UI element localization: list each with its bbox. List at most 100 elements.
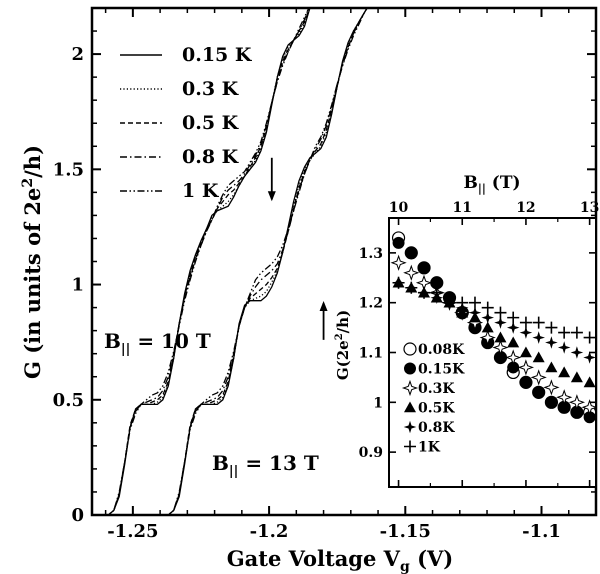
inset-point-0p5K: [481, 321, 494, 333]
main-y-axis-label: G (in units of 2e2/h): [20, 145, 45, 379]
inset-point-0p8K: [532, 331, 545, 344]
inset-x-tick-label: 11: [453, 200, 472, 216]
inset-point-1K: [468, 296, 481, 309]
inset-point-0p8K: [545, 336, 558, 349]
inset-point-1K: [418, 286, 431, 299]
curve-13T-1K: [160, 8, 368, 515]
inset-point-1K: [405, 281, 418, 294]
inset-x-axis-label: B|| (T): [463, 173, 520, 195]
inset-point-0p15K: [570, 406, 583, 419]
curve-10T-0p15K: [100, 8, 311, 515]
inset-point-0p3K: [581, 399, 596, 416]
inset-y-tick-label: 1.3: [359, 246, 383, 262]
inset-legend-label: 1K: [418, 440, 441, 456]
main-arrows: [267, 157, 328, 340]
inset-point-0p8K: [570, 346, 584, 359]
inset-point-0p5K: [519, 346, 532, 358]
legend-label: 0.3 K: [182, 78, 240, 100]
inset-point-0p15K: [430, 276, 443, 289]
inset-point-0p5K: [570, 371, 583, 383]
inset-x-tick-label: 10: [389, 200, 409, 216]
inset-point-0p3K: [517, 359, 535, 376]
inset-legend-marker: [404, 401, 416, 413]
inset-point-0p3K: [390, 254, 407, 271]
inset-point-1K: [430, 286, 443, 299]
main-legend: 0.15 K 0.3 K 0.5 K 0.8 K 1 K: [120, 44, 253, 202]
main-y-tick-label: 1: [71, 275, 84, 296]
inset-point-0p8K: [519, 326, 533, 339]
inset-legend-label: 0.15K: [418, 362, 465, 378]
inset-point-1K: [456, 296, 469, 309]
main-x-tick-label: -1.15: [380, 521, 431, 542]
inset-point-1K: [545, 321, 558, 334]
inset-legend-label: 0.3K: [418, 381, 455, 397]
inset-point-0p3K: [530, 369, 547, 386]
inset-point-1K: [583, 331, 596, 344]
inset-legend-marker: [404, 440, 416, 453]
inset-point-0p3K: [505, 349, 522, 366]
main-x-tick-label: -1.2: [250, 521, 289, 542]
legend-label: 0.5 K: [182, 112, 240, 134]
curve-set-label-13T: B|| = 13 T: [212, 451, 319, 479]
inset-legend-marker: [401, 379, 419, 397]
inset-point-0p3K: [556, 389, 573, 406]
arrow-head: [319, 300, 328, 311]
curve-10T-1K: [100, 8, 310, 515]
inset-point-0p8K: [468, 306, 482, 319]
inset-point-0p5K: [558, 366, 571, 378]
inset-point-0p15K: [405, 246, 418, 259]
inset-point-0p15K: [532, 386, 545, 399]
inset-point-0p3K: [492, 339, 509, 356]
inset-x-tick-label: 13: [580, 200, 599, 216]
inset-point-0p3K: [543, 379, 560, 396]
main-y-tick-label: 2: [71, 44, 84, 65]
inset-point-0p15K: [418, 261, 431, 274]
inset-ticks: 10 11 12 13 0.9 1 1.1 1.2 1.3: [359, 200, 599, 487]
inset-point-0p15K: [583, 411, 596, 424]
curve-set-label-10T: B|| = 10 T: [104, 329, 211, 357]
inset-point-0p15K: [392, 236, 405, 249]
inset-point-0p15K: [545, 396, 558, 409]
inset-point-0p5K: [494, 331, 507, 343]
inset-legend-label: 0.8K: [418, 420, 455, 436]
inset-point-0p8K: [494, 316, 507, 329]
inset-legend-label: 0.08K: [418, 342, 465, 358]
inset-legend-marker: [403, 420, 417, 434]
inset-point-0p15K: [507, 361, 520, 374]
inset-y-axis-label: G(2e2/h): [334, 310, 352, 380]
inset-point-0p8K: [583, 351, 596, 364]
inset-point-0p3K: [568, 394, 586, 411]
inset-point-1K: [558, 326, 571, 339]
inset-point-0p3K: [479, 329, 496, 346]
inset-point-1K: [532, 316, 545, 329]
inset-legend: 0.08K 0.15K 0.3K 0.5K 0.8K 1K: [401, 342, 465, 456]
inset-y-tick-label: 1.2: [359, 296, 383, 312]
inset-point-0p15K: [519, 376, 532, 389]
inset-point-0p8K: [557, 341, 571, 354]
inset-point-1K: [481, 301, 494, 314]
inset-point-0p5K: [532, 351, 545, 363]
inset-y-tick-label: 0.9: [359, 445, 383, 461]
main-curves: [100, 8, 368, 515]
main-x-tick-label: -1.1: [522, 521, 561, 542]
legend-label: 0.8 K: [182, 146, 240, 168]
inset-y-tick-label: 1: [373, 395, 383, 411]
inset-point-0p8K: [506, 321, 520, 334]
curve-10T-0p3K: [100, 8, 311, 515]
legend-label: 0.15 K: [182, 44, 253, 66]
main-y-tick-label: 0: [71, 505, 84, 526]
inset-point-0p15K: [494, 351, 507, 364]
inset-point-0p15K: [558, 401, 571, 414]
inset-y-tick-label: 1.1: [359, 346, 383, 362]
inset-point-1K: [519, 316, 532, 329]
curve-10T-0p5K: [100, 8, 311, 515]
inset-point-1K: [392, 276, 405, 289]
main-x-tick-label: -1.25: [107, 521, 158, 542]
inset-point-0p3K: [403, 264, 420, 281]
inset-point-1K: [494, 306, 507, 319]
inset-point-1K: [570, 326, 583, 339]
inset-markers: [390, 231, 596, 424]
legend-label: 1 K: [182, 180, 220, 202]
inset-point-0p8K: [481, 311, 494, 324]
